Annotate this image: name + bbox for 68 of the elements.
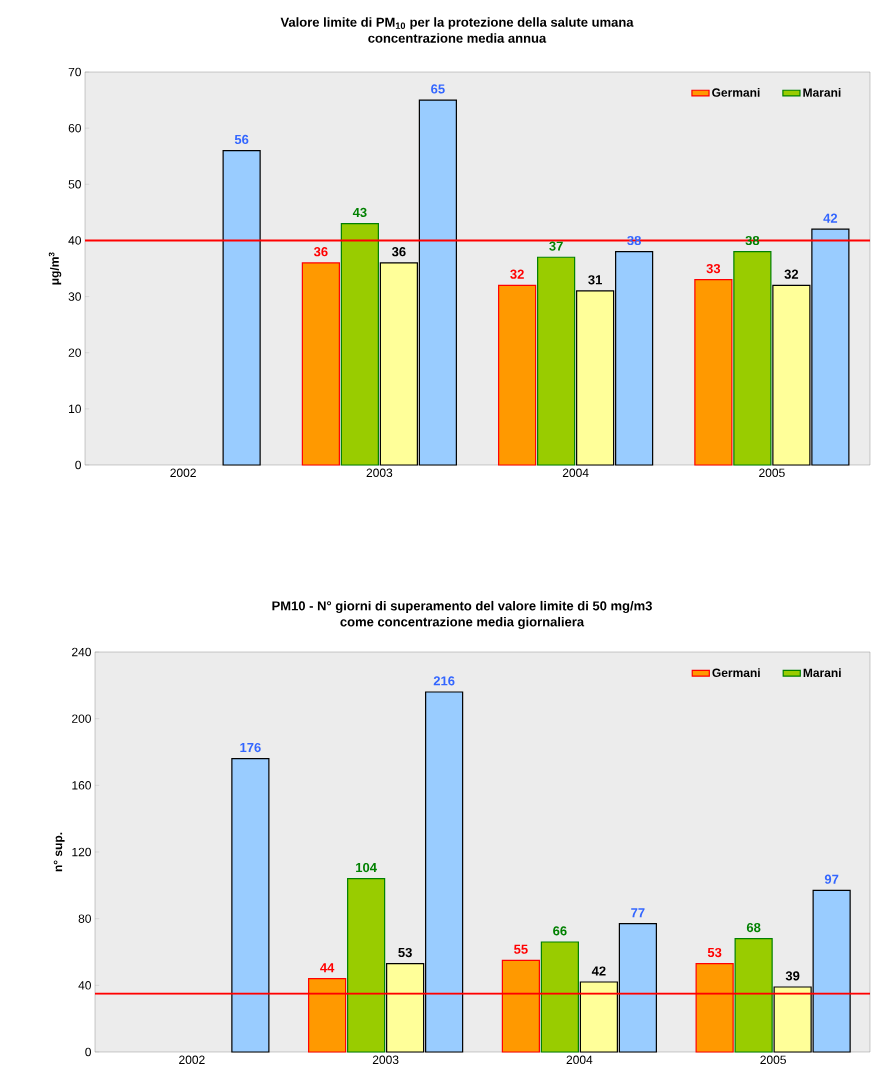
y-tick-label: 60 <box>68 123 81 133</box>
bar <box>498 284 537 466</box>
data-label: 56 <box>234 134 249 145</box>
y-tick-label: 70 <box>68 67 81 77</box>
legend-label: Germani <box>712 668 760 677</box>
bar <box>231 758 270 1053</box>
data-label: 66 <box>553 926 567 936</box>
chart-title: Valore limite di PM$_{10}$ per la protezione della salute umana concentrazione media annua <box>280 17 634 43</box>
y-tick-label: 240 <box>72 647 91 657</box>
data-label: 37 <box>549 241 563 251</box>
data-label: 43 <box>352 207 367 218</box>
bar <box>540 941 579 1053</box>
data-label: 44 <box>320 963 335 973</box>
x-tick-label: 2003 <box>372 1055 399 1065</box>
y-tick-label: 80 <box>78 914 91 923</box>
x-tick-label: 2002 <box>170 468 196 478</box>
bar <box>301 262 340 466</box>
chart-title: PM10 - N° giorni di superamento del valore limite di 50 mg/m3 come concentrazione media giornaliera <box>272 600 652 630</box>
data-label: 77 <box>631 908 645 918</box>
bar <box>222 150 261 466</box>
data-label: 53 <box>707 947 722 958</box>
x-tick-label: 2002 <box>179 1055 205 1065</box>
bar <box>694 279 733 466</box>
data-label: 33 <box>706 263 721 274</box>
data-label: 42 <box>823 213 838 223</box>
y-axis-title: n° sup. <box>53 832 65 872</box>
data-label: 38 <box>627 235 641 246</box>
y-tick-label: 40 <box>68 236 81 245</box>
data-label: 216 <box>433 676 455 686</box>
x-tick-label: 2004 <box>562 468 589 478</box>
data-label: 36 <box>391 247 406 257</box>
data-label: 32 <box>784 269 799 279</box>
y-axis-title: μg/m$^{3}$ <box>48 252 62 285</box>
data-label: 97 <box>824 874 839 884</box>
x-tick-label: 2005 <box>759 468 785 478</box>
data-label: 104 <box>356 862 377 873</box>
bar <box>734 938 773 1053</box>
y-tick-label: 120 <box>72 847 91 857</box>
data-label: 65 <box>431 84 445 94</box>
data-label: 55 <box>514 944 528 954</box>
x-tick-label: 2004 <box>566 1055 593 1065</box>
data-label: 31 <box>588 275 602 285</box>
y-tick-label: 160 <box>72 781 91 790</box>
y-tick-label: 20 <box>68 348 81 357</box>
data-label: 36 <box>313 247 328 257</box>
y-tick-label: 0 <box>85 1047 91 1057</box>
bar <box>733 251 772 466</box>
x-tick-label: 2003 <box>366 468 393 478</box>
bar <box>537 256 576 466</box>
data-label: 42 <box>591 966 606 976</box>
legend-label: Germani <box>712 87 760 97</box>
bar <box>340 222 379 466</box>
y-tick-label: 30 <box>68 292 81 301</box>
y-tick-label: 10 <box>69 404 81 414</box>
y-tick-label: 40 <box>78 981 91 990</box>
legend-label: Marani <box>803 87 841 97</box>
bar <box>347 878 386 1053</box>
data-label: 39 <box>785 971 800 981</box>
data-label: 32 <box>510 269 524 279</box>
data-label: 68 <box>746 922 761 933</box>
y-tick-label: 200 <box>72 714 91 723</box>
legend-label: Marani <box>803 668 841 677</box>
y-tick-label: 0 <box>75 460 81 470</box>
data-label: 176 <box>240 742 261 753</box>
data-label: 38 <box>745 235 760 246</box>
y-tick-label: 50 <box>68 180 81 189</box>
data-label: 53 <box>398 947 412 958</box>
x-tick-label: 2005 <box>760 1055 786 1065</box>
